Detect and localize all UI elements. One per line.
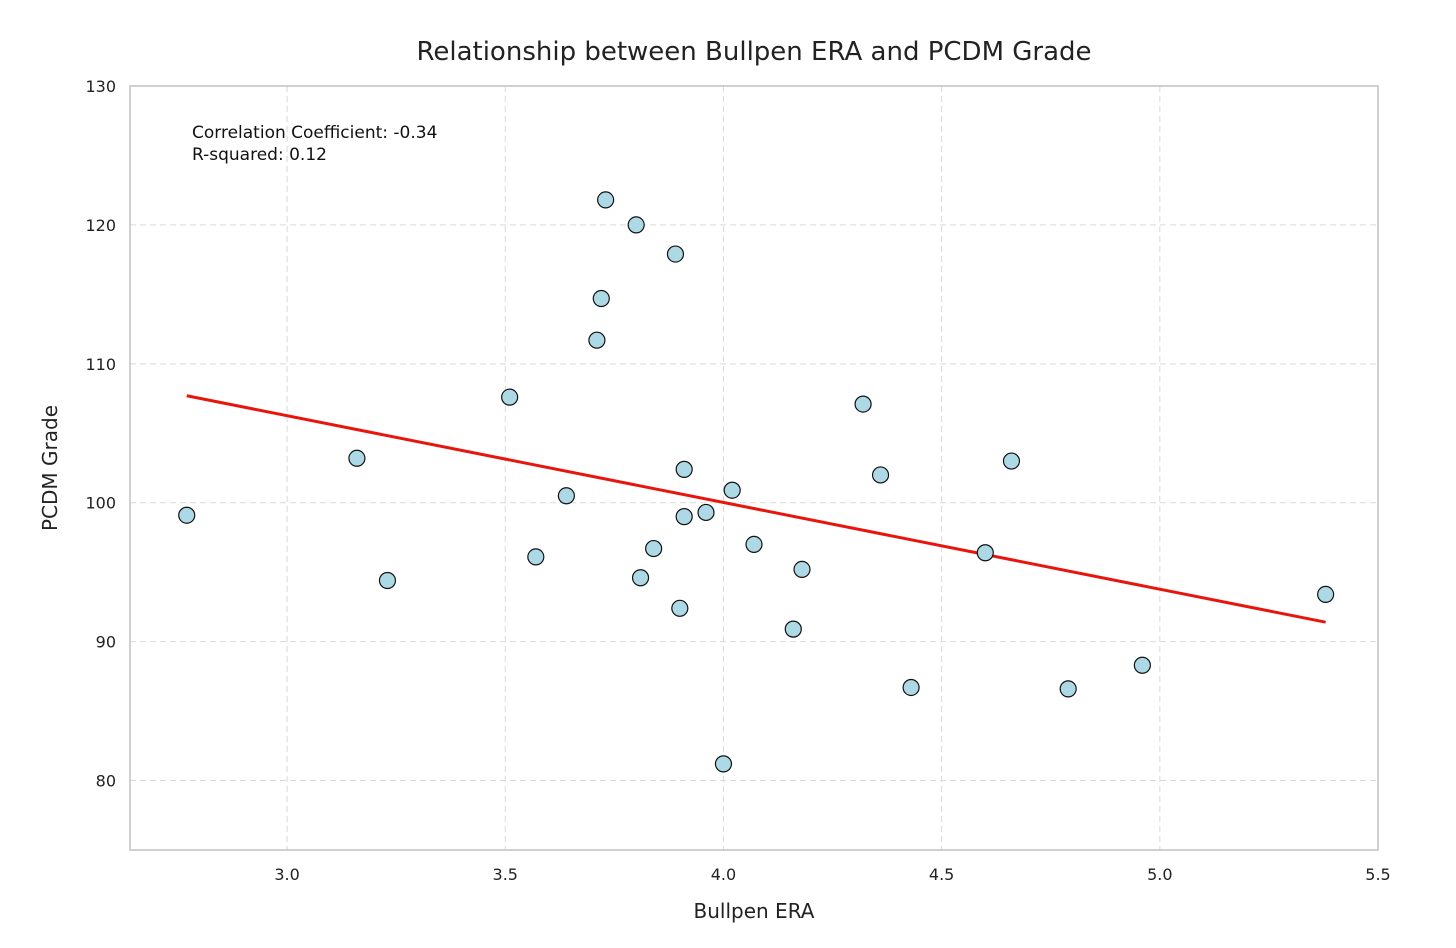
trendline-layer	[186, 394, 1326, 624]
data-point	[378, 571, 397, 590]
x-tick-label: 4.5	[929, 865, 954, 884]
y-axis-label: PCDM Grade	[38, 405, 62, 531]
y-tick-labels: 80 90 100 110 120 130	[85, 77, 116, 791]
x-tick-label: 3.5	[493, 865, 518, 884]
data-point	[592, 289, 610, 308]
y-tick-label: 80	[96, 772, 116, 791]
y-tick-label: 90	[96, 633, 116, 652]
data-point	[597, 191, 615, 209]
data-point	[723, 481, 741, 499]
data-point	[631, 569, 650, 587]
data-points	[178, 191, 1335, 773]
data-point	[714, 755, 733, 773]
x-tick-label: 3.0	[274, 865, 299, 884]
data-point	[675, 508, 693, 526]
regression-line	[186, 394, 1326, 624]
data-point	[1002, 452, 1021, 470]
data-point	[501, 388, 519, 406]
y-tick-label: 110	[85, 355, 116, 374]
data-point	[854, 395, 872, 413]
data-point	[557, 487, 575, 505]
data-point	[1133, 656, 1151, 674]
data-point	[976, 544, 994, 562]
data-point	[666, 245, 685, 263]
data-point	[793, 560, 811, 579]
x-axis-label: Bullpen ERA	[694, 899, 815, 923]
data-point	[697, 503, 715, 522]
data-point	[645, 539, 663, 558]
data-point	[588, 331, 606, 349]
data-point	[1317, 585, 1335, 604]
correlation-annotation: Correlation Coefficient: -0.34	[192, 123, 437, 143]
x-tick-label: 5.5	[1365, 865, 1390, 884]
x-tick-label: 5.0	[1147, 865, 1172, 884]
x-tick-label: 4.0	[711, 865, 736, 884]
data-point	[1059, 680, 1077, 698]
data-point	[627, 216, 645, 234]
plot-frame	[129, 85, 1379, 851]
y-tick-label: 130	[85, 77, 116, 96]
data-point	[348, 449, 366, 467]
data-point	[784, 620, 802, 638]
data-point	[671, 599, 689, 617]
data-point	[527, 548, 545, 566]
data-point	[675, 460, 693, 478]
y-tick-label: 100	[85, 494, 116, 513]
grid-lines	[130, 85, 1379, 850]
data-point	[178, 506, 196, 524]
data-point	[871, 466, 890, 484]
r-squared-annotation: R-squared: 0.12	[192, 145, 327, 165]
data-point	[745, 535, 763, 554]
data-point	[902, 678, 920, 697]
y-tick-label: 120	[85, 216, 116, 235]
chart-title: Relationship between Bullpen ERA and PCD…	[416, 37, 1091, 67]
x-tick-labels: 3.0 3.5 4.0 4.5 5.0 5.5	[274, 865, 1390, 884]
